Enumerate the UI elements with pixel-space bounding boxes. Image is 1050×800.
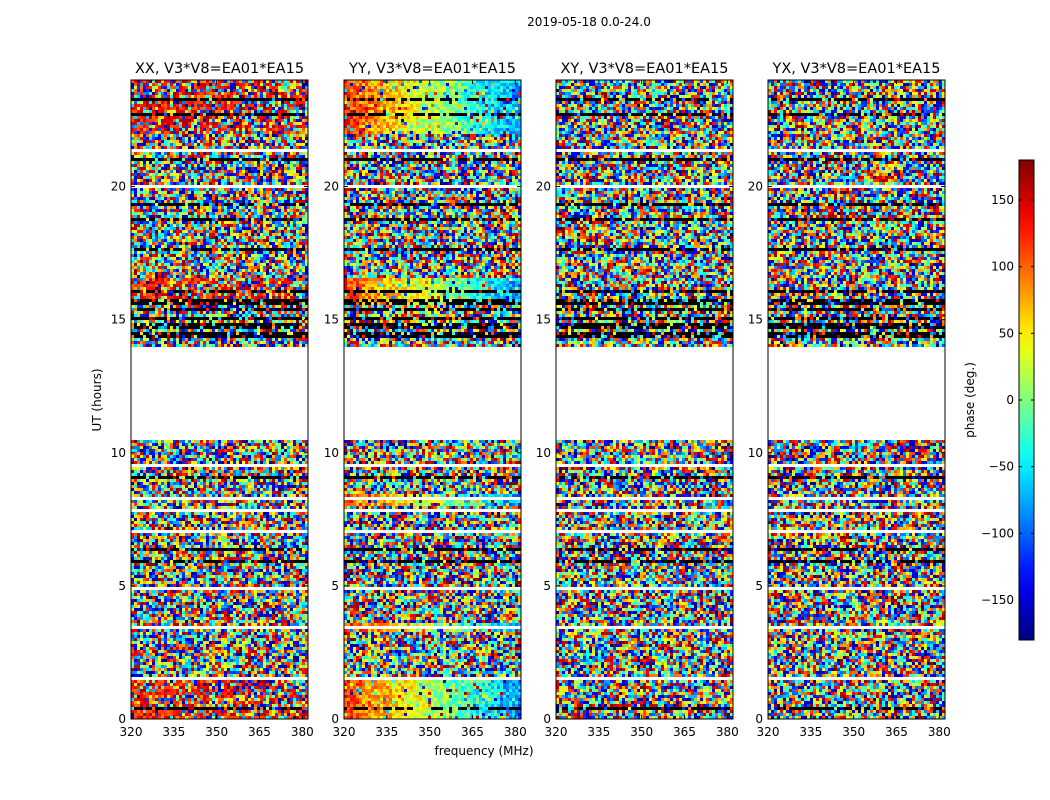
heatmap-image-yy [344,80,521,719]
colorbar-tick-label: 50 [999,326,1014,340]
panel-frame [767,79,946,720]
panel-frame [343,79,522,720]
x-tick-label: 335 [162,725,185,739]
x-tick-label: 320 [333,725,356,739]
heatmap-image-yx [768,80,945,719]
colorbar-tick-label: −100 [981,526,1014,540]
x-tick-label: 320 [120,725,143,739]
x-tick-label: 320 [757,725,780,739]
y-tick-label: 20 [748,180,763,194]
colorbar-tick-label: −150 [981,593,1014,607]
y-tick-label: 0 [331,712,339,726]
y-tick-label: 5 [543,579,551,593]
y-tick-label: 5 [118,579,126,593]
x-tick-label: 350 [630,725,653,739]
y-tick-label: 0 [543,712,551,726]
colorbar-tick-label: 100 [991,260,1014,274]
x-tick-label: 380 [291,725,314,739]
colorbar-gradient [1019,160,1034,640]
x-tick-label: 380 [928,725,951,739]
panel-xx: XX, V3*V8=EA01*EA15 320 335 350 365 380 0 5 10 15… [111,61,314,739]
colorbar-tick-label: −50 [989,460,1014,474]
y-tick-label: 15 [536,313,551,327]
x-tick-label: 365 [461,725,484,739]
y-tick-label: 20 [111,180,126,194]
panel-title-yx: YX, V3*V8=EA01*EA15 [771,61,940,77]
y-tick-label: 5 [755,579,763,593]
y-tick-label: 0 [118,712,126,726]
colorbar-label: phase (deg.) [963,362,977,438]
y-tick-label: 10 [111,446,126,460]
x-tick-label: 365 [673,725,696,739]
y-tick-label: 20 [324,180,339,194]
heatmap-image-xx [131,80,308,719]
x-tick-label: 380 [716,725,739,739]
x-tick-label: 380 [504,725,527,739]
x-axis-label: frequency (MHz) [434,744,533,758]
panel-frame [555,79,734,720]
colorbar-tick-label: 150 [991,193,1014,207]
y-tick-label: 0 [755,712,763,726]
panel-yy: YY, V3*V8=EA01*EA15 320 335 350 365 380 0 5 10 15… [324,61,527,739]
y-axis-label: UT (hours) [90,368,104,431]
x-tick-label: 350 [842,725,865,739]
y-tick-label: 5 [331,579,339,593]
panel-frame [130,79,309,720]
heatmap-image-xy [556,80,733,719]
panel-title-yy: YY, V3*V8=EA01*EA15 [348,61,516,77]
y-tick-label: 20 [536,180,551,194]
x-tick-label: 335 [587,725,610,739]
panel-title-xy: XY, V3*V8=EA01*EA15 [560,61,728,77]
y-tick-label: 15 [324,313,339,327]
panel-title-xx: XX, V3*V8=EA01*EA15 [135,61,304,77]
panel-yx: YX, V3*V8=EA01*EA15 320 335 350 365 380 0 5 10 15… [748,61,951,739]
panels-group: XX, V3*V8=EA01*EA15 320 335 350 365 380 0 5 10 15… [111,61,951,739]
x-tick-label: 365 [885,725,908,739]
y-tick-label: 15 [748,313,763,327]
x-tick-label: 335 [375,725,398,739]
figure-title: 2019-05-18 0.0-24.0 [527,15,651,29]
x-tick-label: 350 [418,725,441,739]
colorbar: −150 −100 −50 0 50 100 150 phase (deg.) [963,159,1035,641]
y-tick-label: 15 [111,313,126,327]
y-tick-label: 10 [324,446,339,460]
colorbar-tick-label: 0 [1006,393,1014,407]
x-tick-label: 320 [545,725,568,739]
y-tick-label: 10 [748,446,763,460]
x-tick-label: 365 [248,725,271,739]
x-tick-label: 335 [799,725,822,739]
y-tick-label: 10 [536,446,551,460]
panel-xy: XY, V3*V8=EA01*EA15 320 335 350 365 380 0 5 10 15… [536,61,739,739]
x-tick-label: 350 [205,725,228,739]
